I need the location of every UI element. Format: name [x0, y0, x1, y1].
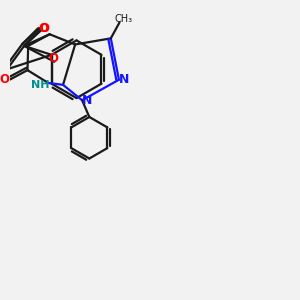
Text: O: O [38, 22, 48, 35]
Text: O: O [40, 22, 50, 35]
Text: N: N [82, 94, 92, 107]
Text: N: N [119, 73, 129, 86]
Text: CH₃: CH₃ [115, 14, 133, 24]
Text: NH: NH [31, 80, 50, 90]
Text: O: O [0, 73, 10, 85]
Text: O: O [48, 52, 58, 65]
